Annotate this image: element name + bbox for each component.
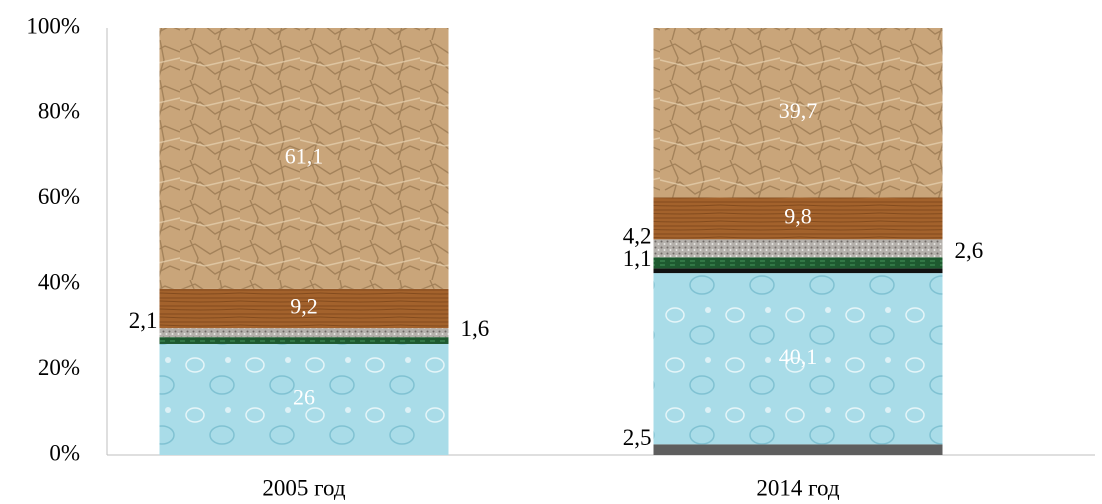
texture — [160, 337, 449, 344]
texture — [654, 239, 943, 257]
y-tick-label: 100% — [26, 13, 80, 38]
data-label: 1,1 — [623, 246, 652, 271]
data-label: 4,2 — [623, 224, 652, 249]
y-tick-label: 20% — [38, 355, 80, 380]
data-label: 2,6 — [955, 238, 984, 263]
y-tick-label: 60% — [38, 184, 80, 209]
data-label: 9,2 — [290, 294, 318, 319]
y-tick-label: 80% — [38, 99, 80, 124]
data-label: 2,5 — [623, 425, 652, 450]
x-tick-label: 2005 год — [262, 475, 345, 500]
y-tick-label: 0% — [49, 440, 80, 465]
data-label: 26 — [293, 385, 315, 410]
data-label: 61,1 — [285, 143, 324, 168]
data-label: 1,6 — [461, 316, 490, 341]
bar-segment — [654, 444, 943, 455]
chart: 0% 20% 40% 60% 80% 100% 2005 год 26 1,6 2,1 9,2 61,… — [0, 0, 1102, 504]
data-label: 40,1 — [779, 344, 818, 369]
bar-segment — [654, 268, 943, 273]
x-tick-label: 2014 год — [756, 475, 839, 500]
data-label: 2,1 — [129, 308, 158, 333]
data-label: 39,7 — [779, 98, 818, 123]
texture — [160, 328, 449, 337]
data-label: 9,8 — [784, 203, 812, 228]
texture — [654, 257, 943, 268]
y-tick-label: 40% — [38, 269, 80, 294]
